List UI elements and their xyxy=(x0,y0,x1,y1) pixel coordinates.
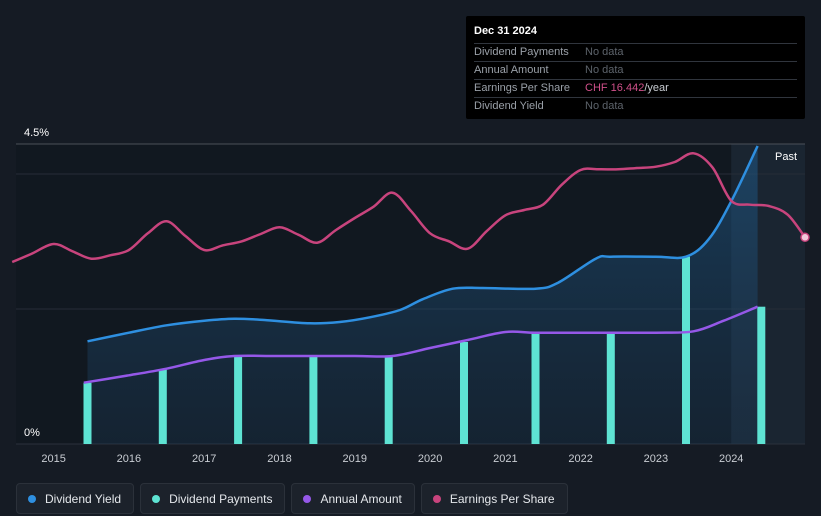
legend-dot-icon xyxy=(303,494,312,503)
legend-label: Earnings Per Share xyxy=(449,491,555,506)
dividend-payment-bar xyxy=(757,306,766,444)
dividend-payment-bar xyxy=(309,356,318,444)
x-tick-label: 2023 xyxy=(644,453,668,465)
dividend-yield-area xyxy=(87,146,758,444)
earnings-per-share-marker xyxy=(800,232,810,243)
annual-amount-line xyxy=(83,305,759,384)
x-tick-label: 2015 xyxy=(41,453,65,465)
legend-dividend-payments[interactable]: Dividend Payments xyxy=(140,483,286,514)
dividend-payment-bar xyxy=(606,332,615,444)
tooltip-value: No data xyxy=(585,100,624,112)
x-tick-label: 2024 xyxy=(719,453,743,465)
earnings-per-share-line xyxy=(11,152,807,264)
tooltip-row-annual-amount: Annual Amount No data xyxy=(474,62,797,80)
tooltip-value: No data xyxy=(585,46,624,58)
tooltip-label: Annual Amount xyxy=(474,64,549,76)
tooltip-value: CHF 16.442 xyxy=(585,82,645,94)
legend-label: Annual Amount xyxy=(320,491,402,506)
tooltip-date: Dec 31 2024 xyxy=(474,24,797,44)
y-tick-label: 0% xyxy=(24,427,40,439)
tooltip-label: Dividend Yield xyxy=(474,100,544,112)
chart-legend: Dividend Yield Dividend Payments Annual … xyxy=(16,483,568,514)
dividend-payment-bar xyxy=(682,256,690,444)
x-tick-label: 2019 xyxy=(343,453,367,465)
x-tick-label: 2016 xyxy=(117,453,141,465)
tooltip-row-earnings-per-share: Earnings Per Share CHF 16.442/year xyxy=(474,80,797,98)
legend-earnings-per-share[interactable]: Earnings Per Share xyxy=(420,483,568,514)
x-tick-label: 2022 xyxy=(568,453,592,465)
tooltip-unit: /year xyxy=(644,82,669,94)
tooltip-value: No data xyxy=(585,64,624,76)
tooltip-row-dividend-payments: Dividend Payments No data xyxy=(474,44,797,62)
chart-tooltip: Dec 31 2024 Dividend Payments No data An… xyxy=(466,16,805,119)
tooltip-label: Earnings Per Share xyxy=(474,82,570,94)
dividend-payment-bar xyxy=(83,382,92,444)
legend-dot-icon xyxy=(28,494,36,503)
dividend-payment-bar xyxy=(531,332,540,444)
x-tick-label: 2018 xyxy=(267,453,291,465)
legend-dot-icon xyxy=(152,494,161,503)
x-tick-label: 2017 xyxy=(192,453,216,465)
dividend-payment-bar xyxy=(460,342,468,444)
legend-dot-icon xyxy=(432,494,441,503)
legend-dividend-yield[interactable]: Dividend Yield xyxy=(16,483,135,514)
y-tick-label: 4.5% xyxy=(24,127,49,139)
dividend-payment-bar xyxy=(234,356,243,444)
x-tick-label: 2021 xyxy=(493,453,517,465)
tooltip-label: Dividend Payments xyxy=(474,46,569,58)
legend-label: Dividend Payments xyxy=(169,491,273,506)
tooltip-row-dividend-yield: Dividend Yield No data xyxy=(474,98,797,115)
dividend-yield-line xyxy=(87,145,759,343)
legend-label: Dividend Yield xyxy=(45,491,122,506)
x-tick-label: 2020 xyxy=(418,453,442,465)
dividend-payment-bar xyxy=(384,356,393,444)
legend-annual-amount[interactable]: Annual Amount xyxy=(291,483,415,514)
dividend-payment-bar xyxy=(158,369,167,444)
past-label: Past xyxy=(775,151,797,163)
